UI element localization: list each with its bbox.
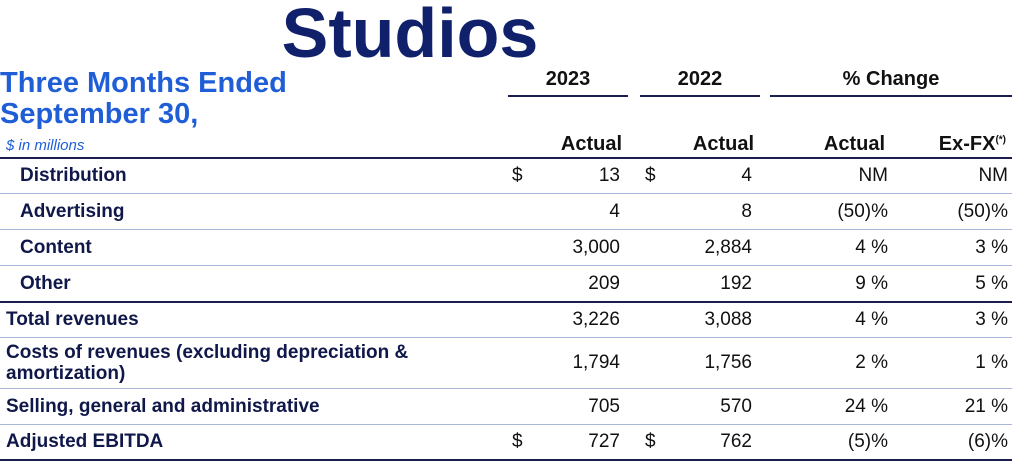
change-actual: NM: [858, 164, 888, 186]
table-row: Adjusted EBITDA $ $727 762 (5)% (6)%: [0, 425, 1012, 461]
value-2022: 8: [741, 200, 752, 222]
change-exfx: 3 %: [975, 308, 1008, 330]
value-2022: 192: [720, 272, 752, 294]
col-header-2023-actual: Actual: [560, 133, 622, 155]
value-2022: 3,088: [704, 308, 752, 330]
change-actual: 9 %: [855, 272, 888, 294]
change-exfx: 5 %: [975, 272, 1008, 294]
exfx-label: Ex-FX: [938, 133, 996, 155]
change-actual: (5)%: [847, 431, 888, 452]
row-label: Advertising: [20, 200, 125, 222]
row-label: Total revenues: [6, 308, 139, 330]
table-row: Advertising 4 8 (50)% (50)%: [0, 194, 1012, 230]
value-2023: 209: [588, 272, 620, 294]
value-2022: 2,884: [704, 236, 752, 258]
value-2023: 705: [588, 395, 620, 417]
table-row: Selling, general and administrative 705 57…: [0, 389, 1012, 425]
row-label: Selling, general and administrative: [6, 395, 320, 417]
units-note: $ in millions: [6, 137, 85, 154]
dollar-sign-2023: $: [512, 164, 523, 186]
change-actual: (50)%: [837, 200, 888, 222]
row-label: Adjusted EBITDA: [6, 431, 164, 452]
dollar-sign-2022: $: [645, 164, 656, 186]
change-exfx: (6)%: [967, 431, 1008, 452]
dollar-sign-2023: $: [512, 431, 523, 452]
table-row: Content 3,000 2,884 4 % 3 %: [0, 230, 1012, 266]
col-header-change-actual: Actual: [823, 133, 885, 155]
year-header-2022: 2022: [640, 68, 760, 97]
period-line-1: Three Months Ended: [0, 67, 287, 99]
change-actual: 4 %: [855, 236, 888, 258]
change-actual: 24 %: [844, 395, 888, 417]
value-2023: 13: [598, 164, 620, 186]
value-2022: 1,756: [704, 352, 752, 373]
change-actual: 4 %: [855, 308, 888, 330]
pct-change-header: % Change: [770, 68, 1012, 97]
value-2022: 4: [741, 164, 752, 186]
value-2023: 3,226: [572, 308, 620, 330]
year-header-2023: 2023: [508, 68, 628, 97]
change-exfx: NM: [978, 164, 1008, 186]
dollar-sign-2022: $: [645, 431, 656, 452]
change-actual: 2 %: [855, 352, 888, 373]
change-exfx: 3 %: [975, 236, 1008, 258]
period-line-2: September 30,: [0, 98, 199, 130]
change-exfx: 1 %: [975, 352, 1008, 373]
row-label: Content: [20, 236, 92, 258]
value-2022: 762: [720, 431, 752, 452]
table-row: Costs of revenues (excluding depreciatio…: [0, 338, 1012, 389]
header-rule: [0, 157, 1012, 159]
value-2022: 570: [720, 395, 752, 417]
value-2023: 727: [588, 431, 620, 452]
value-2023: 3,000: [572, 236, 620, 258]
exfx-footnote-mark: (*): [995, 134, 1006, 146]
change-exfx: (50)%: [957, 200, 1008, 222]
period-heading: Three Months Ended September 30,: [0, 68, 287, 130]
value-2023: 4: [609, 200, 620, 222]
row-label: Costs of revenues (excluding depreciatio…: [6, 342, 409, 384]
table-row: Other 209 192 9 % 5 %: [0, 266, 1012, 303]
col-header-2022-actual: Actual: [692, 133, 754, 155]
row-label: Distribution: [20, 164, 127, 186]
row-label: Other: [20, 272, 71, 294]
value-2023: 1,794: [572, 352, 620, 373]
page-title: Studios: [281, 0, 539, 72]
change-exfx: 21 %: [964, 395, 1008, 417]
table-row: Total revenues 3,226 3,088 4 % 3 %: [0, 302, 1012, 338]
table-row: Distribution $ $13 4 NM NM: [0, 158, 1012, 194]
col-header-exfx: Ex-FX(*): [900, 133, 1006, 155]
